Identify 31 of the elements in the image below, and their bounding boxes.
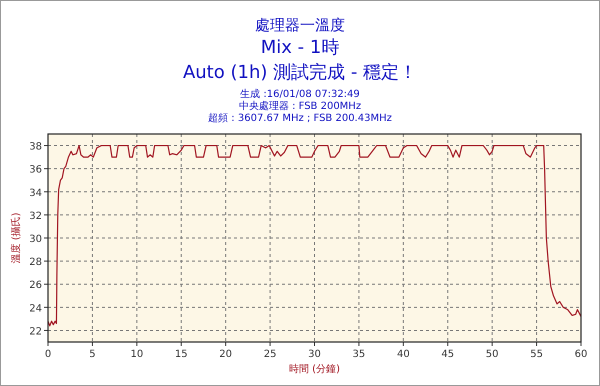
x-tick-label: 10	[130, 349, 144, 360]
x-tick-label: 15	[174, 349, 188, 360]
text: 生成 :16/01/08 07:32:49	[240, 88, 360, 100]
x-tick-label: 20	[219, 349, 232, 360]
x-tick-label: 5	[89, 349, 96, 360]
text: 中央處理器 : FSB 200MHz	[238, 100, 362, 112]
y-tick-label: 24	[29, 303, 42, 314]
x-tick-label: 0	[44, 349, 52, 360]
x-tick-label: 35	[352, 349, 366, 360]
x-tick-label: 25	[264, 349, 276, 360]
y-axis-title: 溫度 (攝氏)	[10, 212, 22, 264]
y-tick-label: 36	[29, 164, 42, 176]
y-tick-label: 30	[29, 234, 42, 245]
line-series	[47, 144, 582, 326]
x-tick-label: 45	[441, 349, 454, 360]
x-tick-label: 30	[308, 349, 321, 360]
x-tick-label: 50	[486, 349, 499, 360]
text: Auto (1h) 測試完成 - 穩定！	[182, 62, 418, 83]
y-tick-label: 28	[29, 257, 42, 268]
x-axis-title: 時間 (分鐘)	[289, 363, 340, 375]
x-tick-label: 40	[396, 349, 410, 360]
chart-title: 處理器一溫度	[255, 16, 345, 34]
chart-subtitle: Mix - 1時	[260, 37, 340, 58]
y-tick-label: 38	[29, 142, 42, 153]
text: 超頻 : 3607.67 MHz ; FSB 200.43MHz	[208, 112, 392, 124]
y-tick-label: 22	[29, 326, 42, 338]
x-tick-label: 60	[574, 349, 588, 360]
y-tick-label: 32	[29, 210, 42, 222]
y-tick-label: 34	[29, 188, 42, 199]
y-tick-label: 26	[29, 280, 42, 292]
x-tick-label: 55	[530, 349, 543, 360]
